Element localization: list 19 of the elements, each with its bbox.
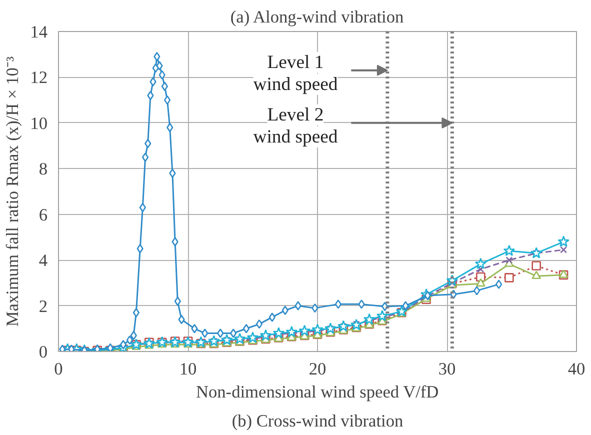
y-tick-label: 14 xyxy=(30,22,48,42)
y-tick-label: 4 xyxy=(38,251,48,270)
y-tick-label: 12 xyxy=(30,68,48,88)
y-tick-label: 6 xyxy=(38,205,48,224)
text: (a) Along-wind vibration xyxy=(230,8,404,26)
y-tick-label: 8 xyxy=(38,160,48,179)
x-tick-label: 40 xyxy=(568,360,586,378)
x-tick-label: 0 xyxy=(54,360,63,378)
y-tick-label: 10 xyxy=(30,114,48,133)
y-tick-label: 2 xyxy=(38,296,48,316)
x-tick-label: 30 xyxy=(438,360,456,378)
text: (b) Cross-wind vibration xyxy=(232,412,404,430)
y-tick-label: 0 xyxy=(38,342,48,362)
annotation: Level 2 wind speed xyxy=(253,104,338,148)
x-tick-label: 20 xyxy=(308,360,326,378)
x-axis-title: Non-dimensional wind speed V/fD xyxy=(196,382,439,402)
y-axis-title: Maximum fall ratio Rmax (x)/H × 10⁻³ xyxy=(3,56,22,327)
x-tick-label: 10 xyxy=(179,360,197,378)
annotation: Level 1 wind speed xyxy=(253,52,338,95)
